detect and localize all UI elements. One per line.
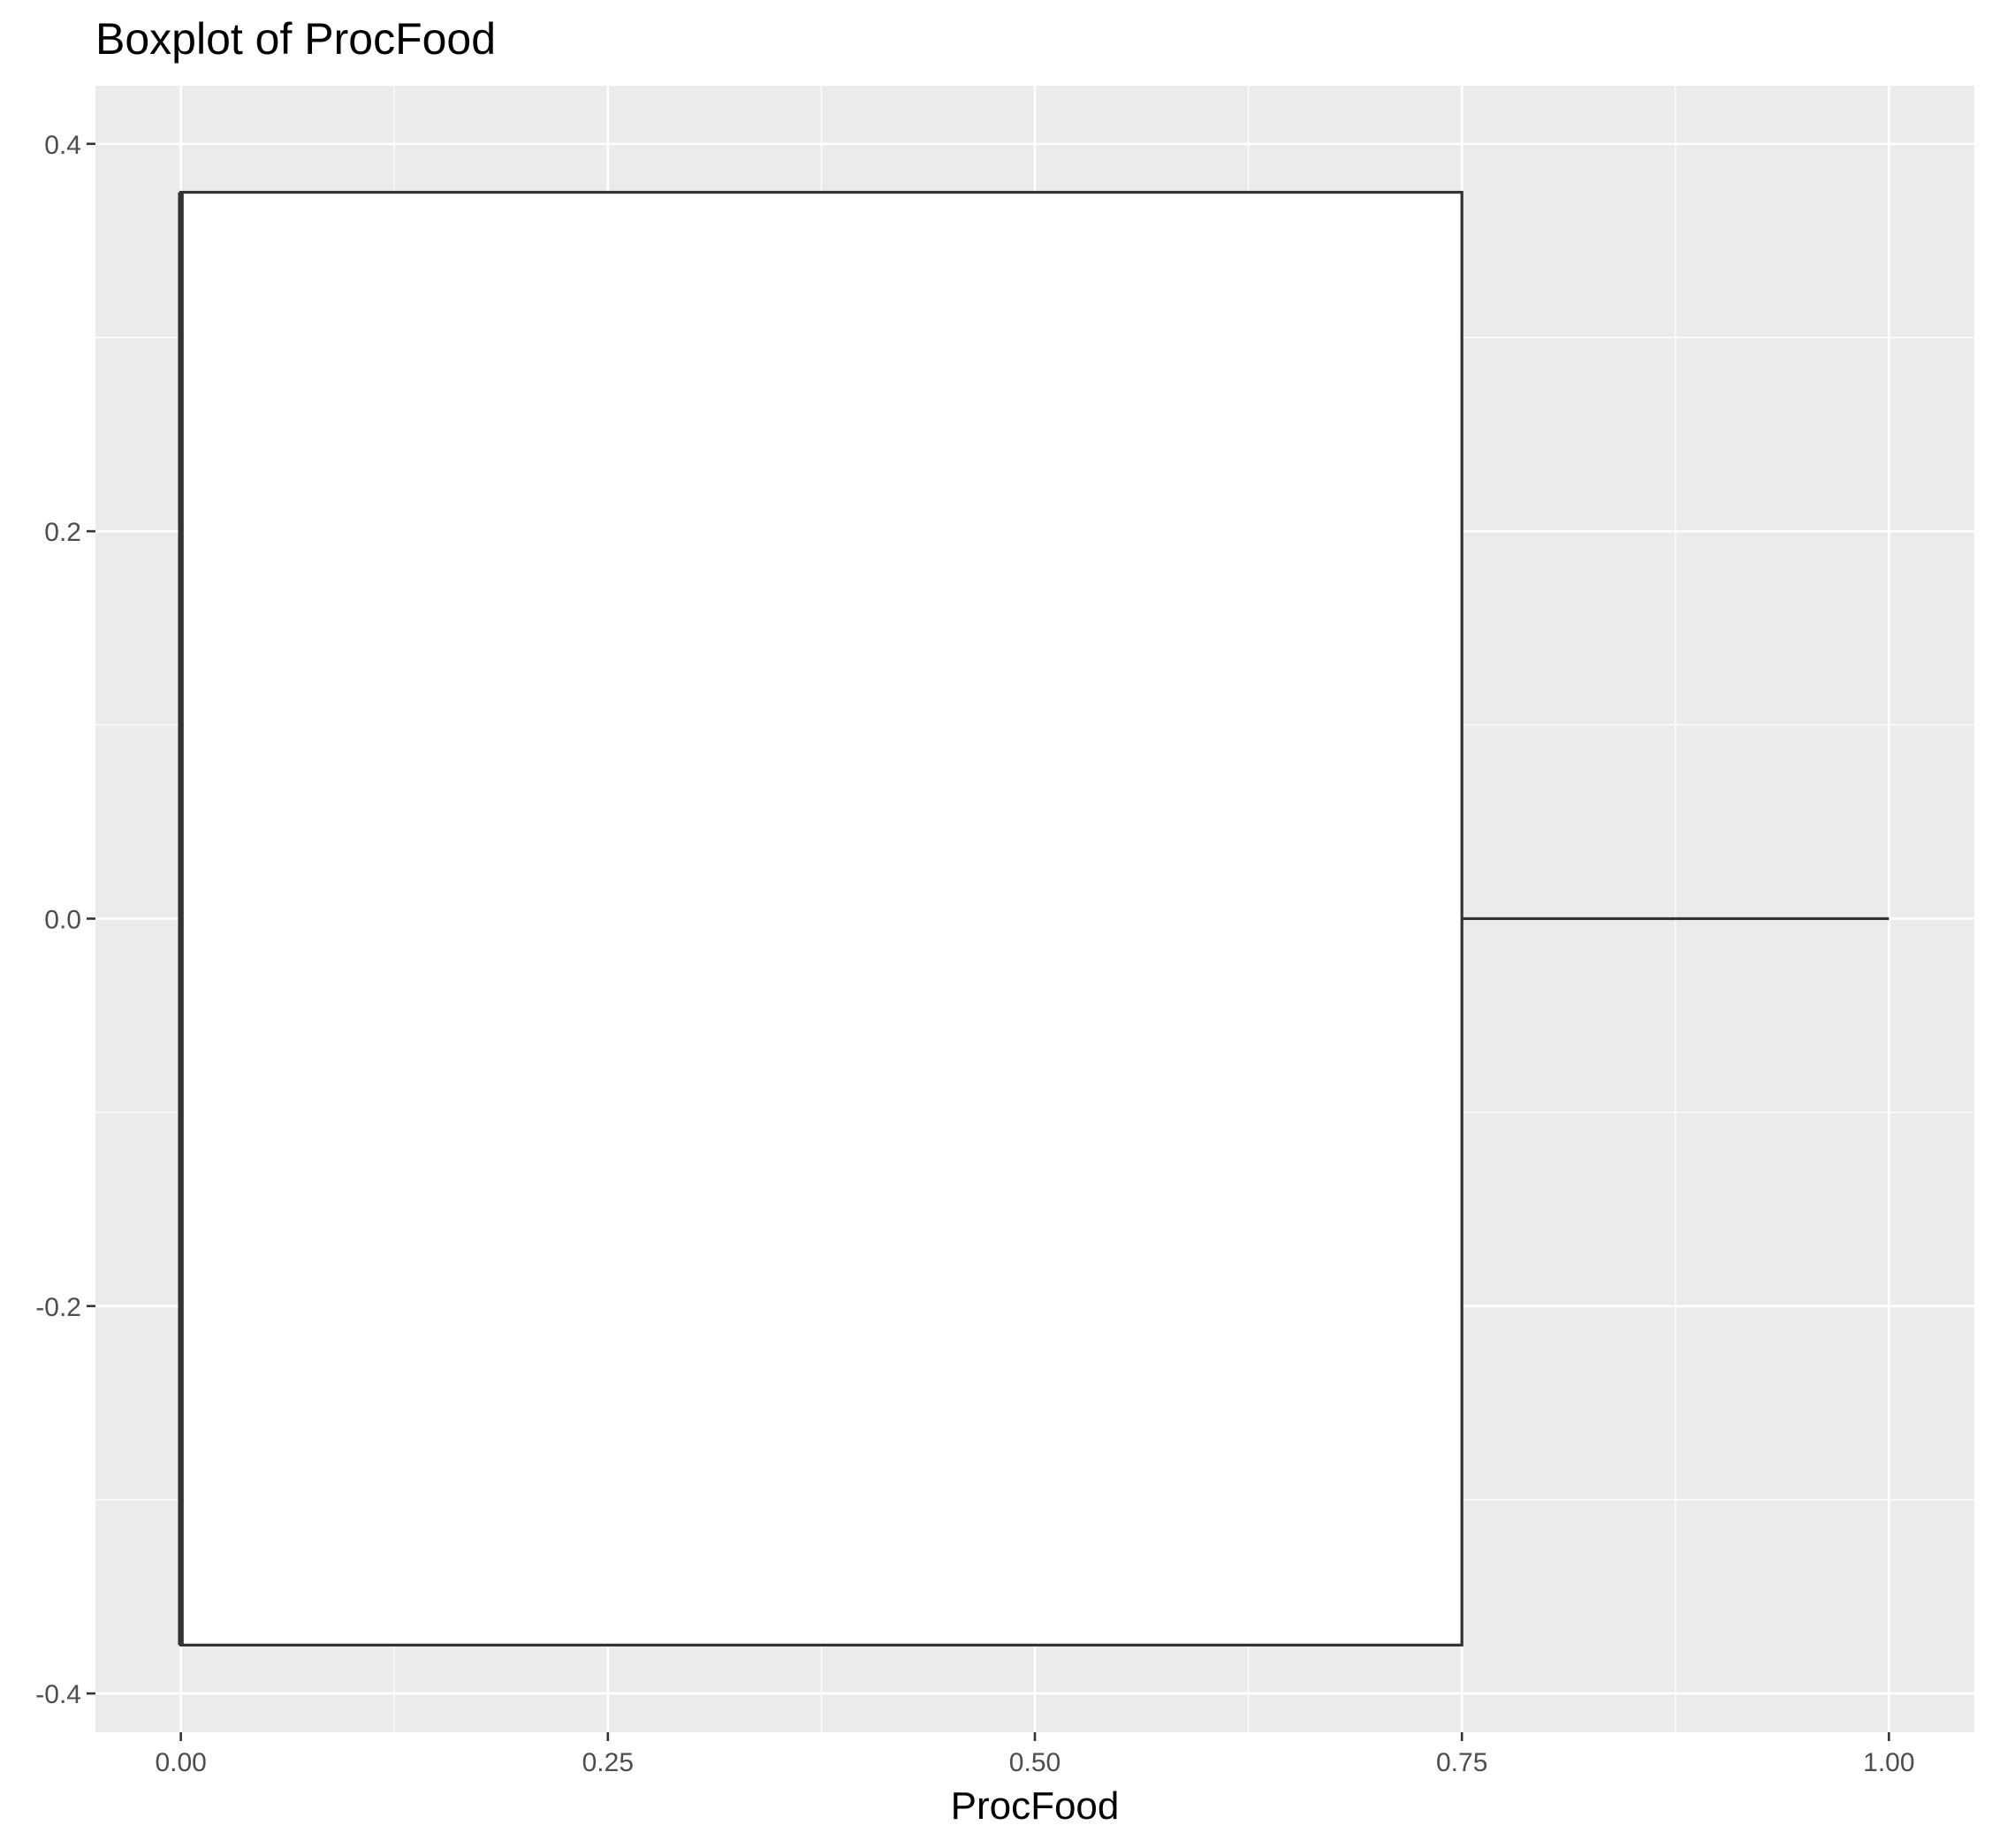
y-tick-label: 0.4	[44, 131, 81, 160]
x-tick-label: 1.00	[1863, 1748, 1914, 1777]
chart-title: Boxplot of ProcFood	[95, 14, 496, 64]
x-tick-label: 0.25	[582, 1748, 634, 1777]
axis-ticks	[87, 142, 1890, 1741]
y-tick-label: 0.0	[44, 905, 81, 934]
x-tick-label: 0.75	[1436, 1748, 1487, 1777]
x-tick-labels: 0.00 0.25 0.50 0.75 1.00	[155, 1748, 1914, 1777]
interquartile-box	[179, 190, 1464, 1646]
x-tick-label: 0.00	[155, 1748, 206, 1777]
y-tick-label: 0.2	[44, 518, 81, 547]
x-axis-title: ProcFood	[951, 1784, 1120, 1828]
y-tick-labels: -0.4 -0.2 0.0 0.2 0.4	[35, 131, 81, 1709]
y-tick-label: -0.2	[35, 1293, 81, 1322]
boxplot-layer	[178, 190, 1889, 1646]
y-tick-label: -0.4	[35, 1680, 81, 1709]
x-tick-label: 0.50	[1009, 1748, 1061, 1777]
